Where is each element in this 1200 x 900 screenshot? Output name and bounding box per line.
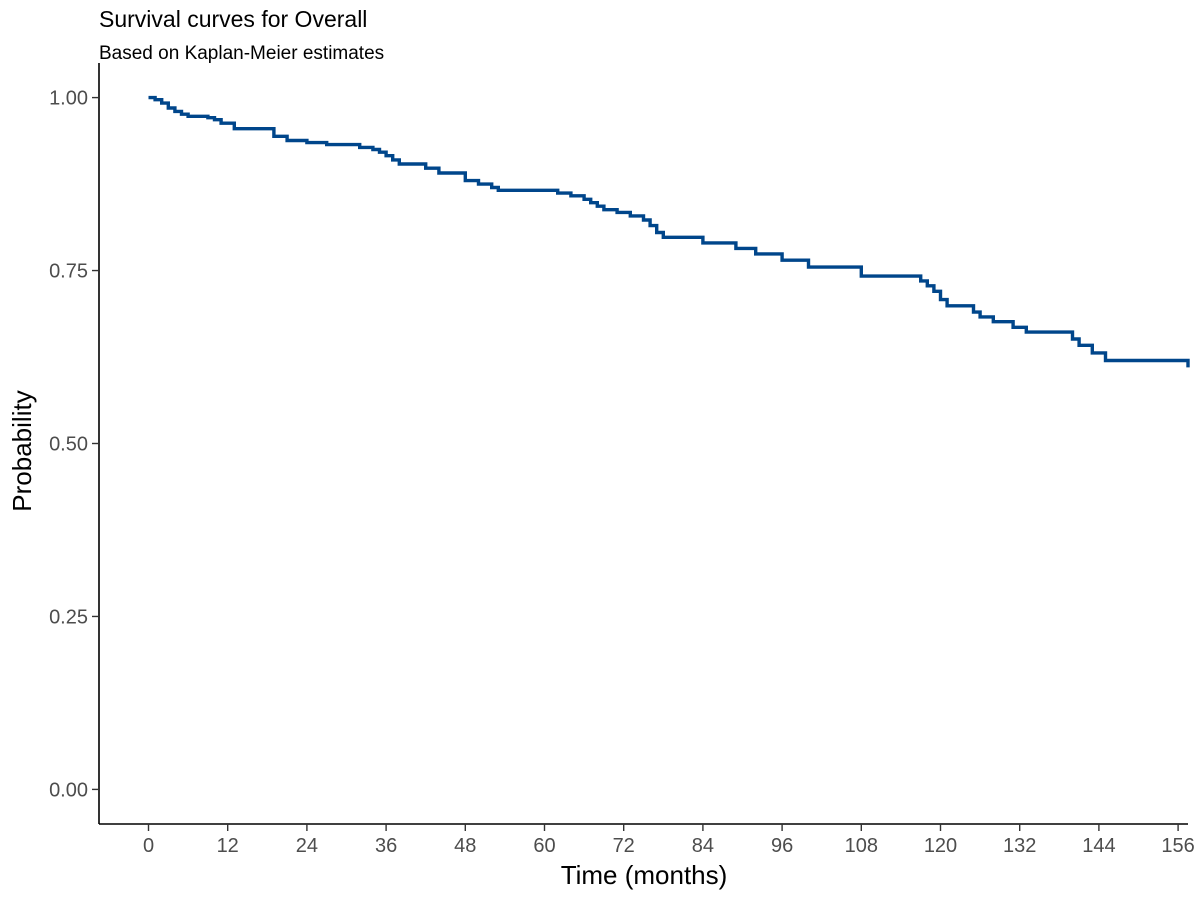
x-tick-label: 120 [924, 835, 957, 857]
y-tick-label: 0.75 [49, 261, 88, 283]
y-tick-label: 0.50 [49, 434, 88, 456]
x-tick-label: 60 [533, 835, 555, 857]
x-tick-label: 72 [613, 835, 635, 857]
x-tick-label: 108 [845, 835, 878, 857]
x-tick-label: 156 [1161, 835, 1194, 857]
x-tick-label: 132 [1003, 835, 1036, 857]
x-tick-label: 36 [375, 835, 397, 857]
y-tick-label: 1.00 [49, 88, 88, 110]
axes: 0 12 24 36 48 60 72 84 96 108 120 132 144 156 0.00 0.25… [49, 63, 1195, 857]
y-tick-label: 0.00 [49, 779, 88, 801]
y-axis-title: Probability [7, 390, 37, 511]
x-tick-label: 96 [771, 835, 793, 857]
x-tick-label: 48 [454, 835, 476, 857]
chart-title: Survival curves for Overall [99, 6, 368, 32]
survival-curve-line [148, 95, 1190, 368]
y-tick-label: 0.25 [49, 606, 88, 628]
x-tick-label: 144 [1082, 835, 1115, 857]
x-tick-label: 24 [296, 835, 318, 857]
x-tick-label: 84 [692, 835, 714, 857]
x-axis-title: Time (months) [561, 860, 728, 890]
chart-subtitle: Based on Kaplan-Meier estimates [99, 43, 385, 64]
series-layer [148, 95, 1190, 368]
x-tick-label: 12 [217, 835, 239, 857]
x-tick-label: 0 [143, 835, 154, 857]
